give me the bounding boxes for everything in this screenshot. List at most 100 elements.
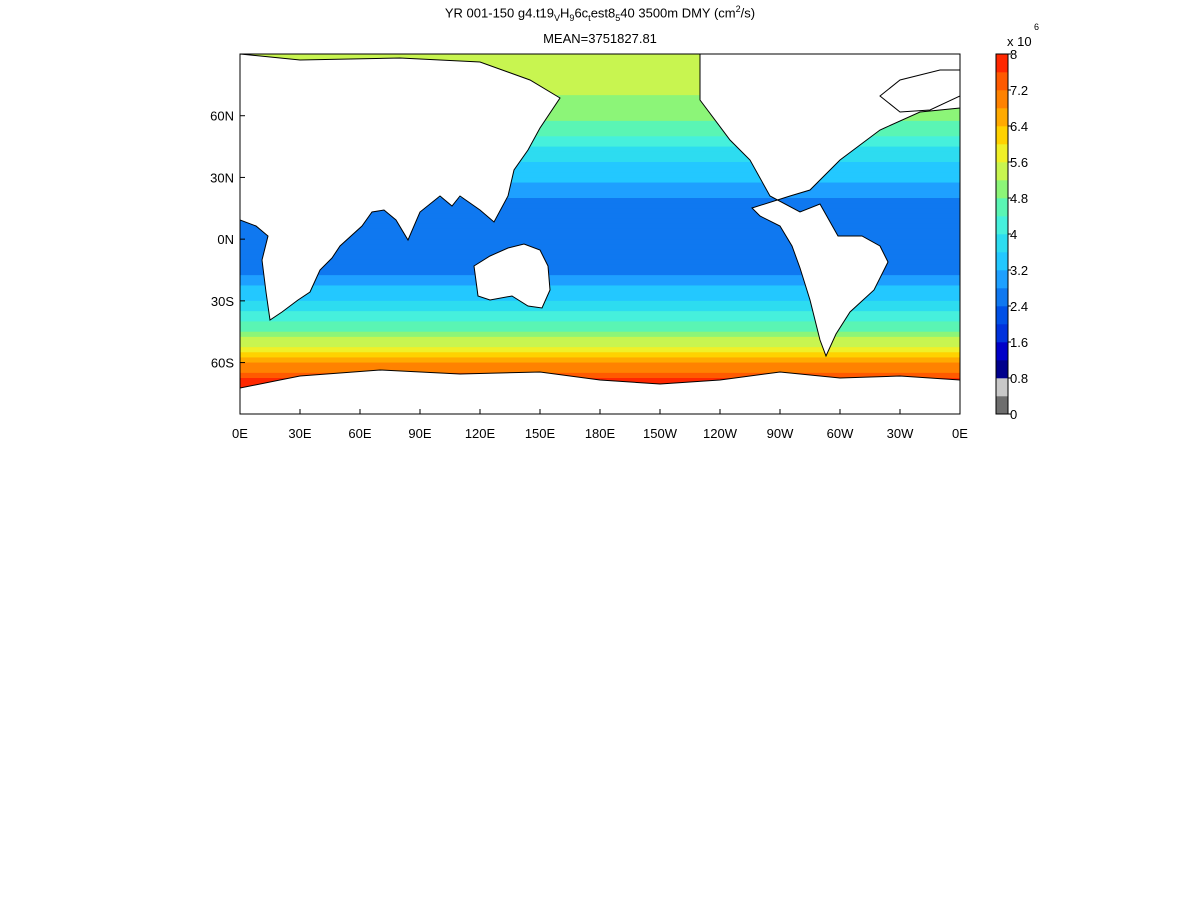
field-band [240, 352, 960, 359]
field-band [240, 59, 960, 65]
colorbar-swatch [996, 288, 1008, 307]
colorbar-label: 0 [1010, 407, 1017, 422]
field-band [240, 203, 960, 209]
field-band [240, 234, 960, 240]
colorbar-label: 0.8 [1010, 371, 1028, 386]
colorbar-swatch [996, 216, 1008, 235]
x-axis: 0E 30E 60E 90E 120E 150E 180E 150W 120W 90W 60W 30W… [232, 409, 968, 441]
colorbar-swatch [996, 378, 1008, 397]
field-band [240, 54, 960, 60]
field-band [240, 162, 960, 168]
field-band [240, 120, 960, 127]
field-band [240, 177, 960, 184]
x-tick-label: 120W [703, 426, 738, 441]
field-band [240, 244, 960, 251]
colorbar-label: 2.4 [1010, 299, 1028, 314]
field-band [240, 295, 960, 302]
colorbar-label: 5.6 [1010, 155, 1028, 170]
colorbar-label: 1.6 [1010, 335, 1028, 350]
colorbar-label: 6.4 [1010, 119, 1028, 134]
field-band [240, 300, 960, 307]
field-band [240, 321, 960, 328]
field-band [240, 146, 960, 153]
field-band [240, 280, 960, 287]
field-band [240, 69, 960, 76]
field-band [240, 372, 960, 379]
field-band [240, 192, 960, 199]
land-mask [240, 54, 960, 414]
x-tick-label: 60W [827, 426, 854, 441]
colorbar-label: 4 [1010, 227, 1017, 242]
field-band [240, 208, 960, 215]
field-band [240, 306, 960, 312]
y-tick-label: 60S [211, 356, 234, 371]
field-band [240, 336, 960, 343]
field-band [240, 254, 960, 261]
coastline-australia [473, 243, 551, 309]
y-tick-label: 30S [211, 294, 234, 309]
x-tick-label: 30E [288, 426, 311, 441]
coastline-americas [699, 54, 960, 358]
x-tick-label: 150W [643, 426, 678, 441]
colorbar-swatch [996, 126, 1008, 145]
field-band [240, 270, 960, 276]
colorbar-swatch [996, 162, 1008, 181]
field-band [240, 156, 960, 163]
x-tick-label: 90E [408, 426, 431, 441]
field-band [240, 259, 960, 266]
colorbar-swatch [996, 108, 1008, 127]
field-band [240, 105, 960, 112]
colorbar-swatch [996, 360, 1008, 379]
field-band [240, 90, 960, 96]
colorbar-swatch [996, 306, 1008, 325]
field-band [240, 131, 960, 137]
colorbar-swatch [996, 324, 1008, 343]
field-band [240, 357, 960, 364]
colorbar-swatch [996, 144, 1008, 163]
colorbar-swatch [996, 396, 1008, 415]
field-band [240, 172, 960, 179]
map-title: YR 001-150 g4.t19VH96ctest8540 3500m DMY… [444, 4, 756, 23]
field-band [240, 331, 960, 338]
colorbar-swatch [996, 198, 1008, 217]
field-band [240, 95, 960, 101]
colorbar-swatch [996, 90, 1008, 109]
field-band [240, 187, 960, 194]
x-tick-label: 0E [952, 426, 968, 441]
colorbar-exponent: 6 [1034, 22, 1039, 32]
field-band [240, 347, 960, 353]
colorbar-swatch [996, 72, 1008, 91]
field-band [240, 100, 960, 107]
colorbar-label: 3.2 [1010, 263, 1028, 278]
colorbar-swatch [996, 270, 1008, 289]
y-axis: 60N 30N 0N 30S 60S [210, 109, 245, 371]
field-band [240, 198, 960, 204]
map-subtitle: MEAN=3751827.81 [543, 31, 657, 46]
field-band [240, 126, 960, 132]
field-band [240, 141, 960, 148]
field-band [240, 213, 960, 220]
field-band [240, 264, 960, 271]
field-band [240, 326, 960, 333]
colorbar-swatch [996, 234, 1008, 253]
x-tick-label: 30W [887, 426, 914, 441]
x-tick-label: 180E [585, 426, 616, 441]
field-band [240, 228, 960, 235]
colorbar-swatch [996, 252, 1008, 271]
x-tick-label: 150E [525, 426, 556, 441]
coastline-antarctica [240, 369, 960, 414]
colorbar-label: 7.2 [1010, 83, 1028, 98]
field-band [240, 84, 960, 91]
field-band [240, 64, 960, 71]
field-band [240, 136, 960, 143]
x-tick-label: 120E [465, 426, 496, 441]
plot-area [239, 53, 961, 415]
colorbar-swatch [996, 342, 1008, 361]
y-tick-label: 60N [210, 109, 234, 124]
field-band [240, 311, 960, 317]
field-band [240, 316, 960, 323]
field-band [240, 74, 960, 81]
x-tick-label: 0E [232, 426, 248, 441]
x-tick-label: 90W [767, 426, 794, 441]
